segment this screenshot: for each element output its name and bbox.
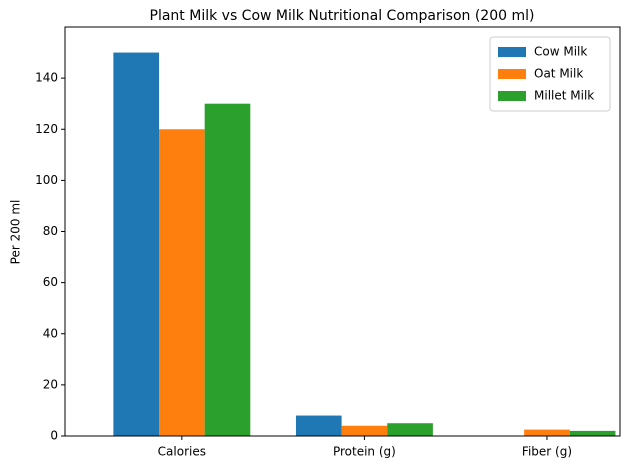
- bar: [204, 103, 251, 436]
- bar: [159, 129, 205, 436]
- x-tick-label: Fiber (g): [522, 445, 572, 459]
- x-tick-label: Protein (g): [333, 445, 396, 459]
- y-tick-label: 20: [43, 377, 58, 391]
- y-tick-label: 0: [50, 429, 58, 443]
- bar: [387, 423, 433, 436]
- legend-label: Oat Milk: [534, 67, 583, 81]
- bar: [341, 425, 388, 436]
- x-tick-label: Calories: [158, 445, 206, 459]
- bar: [113, 52, 160, 436]
- y-tick-label: 80: [43, 224, 58, 238]
- legend-swatch: [498, 69, 526, 79]
- legend-label: Millet Milk: [534, 89, 594, 103]
- legend-swatch: [498, 91, 526, 101]
- y-tick-label: 60: [43, 275, 58, 289]
- bar: [524, 429, 570, 436]
- bar: [295, 415, 342, 436]
- legend-swatch: [498, 47, 526, 57]
- y-tick-label: 40: [43, 326, 58, 340]
- plot-frame: [64, 26, 621, 437]
- y-tick-label: 120: [35, 122, 58, 136]
- bar: [569, 430, 616, 436]
- y-tick-label: 140: [35, 71, 58, 85]
- y-tick-label: 100: [35, 173, 58, 187]
- chart-title: Plant Milk vs Cow Milk Nutritional Compa…: [150, 8, 535, 24]
- legend-label: Cow Milk: [534, 45, 587, 59]
- y-axis-label: Per 200 ml: [9, 200, 23, 265]
